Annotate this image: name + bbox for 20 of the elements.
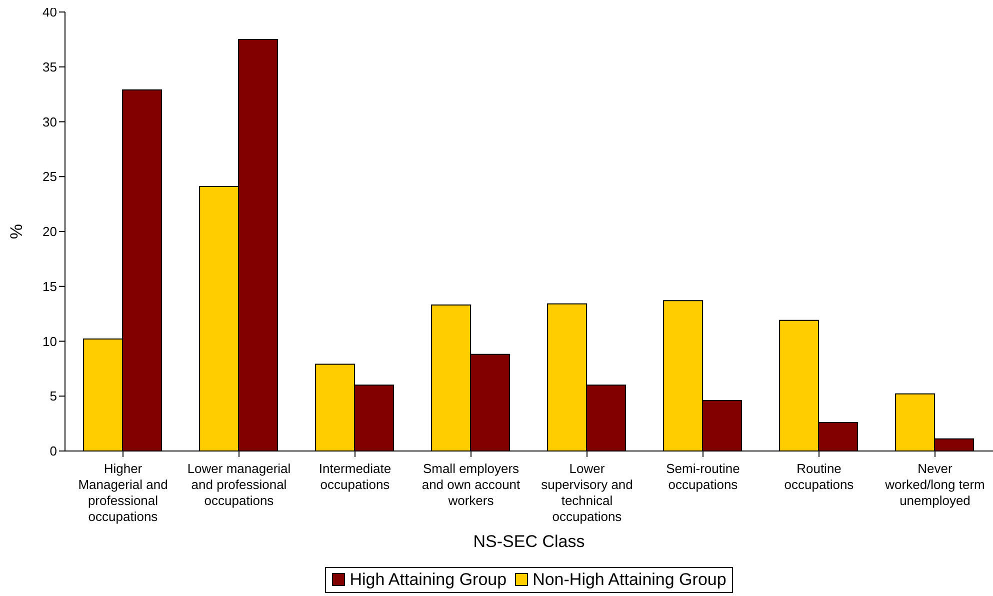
y-tick-label: 0: [50, 444, 57, 459]
x-tick-label: Small employers and own account workers: [422, 461, 521, 508]
y-tick-label: 15: [42, 278, 57, 294]
y-tick-label: 5: [50, 388, 57, 404]
x-tick-label: Higher Managerial and professional occupations: [78, 461, 168, 524]
x-axis-title: NS-SEC Class: [473, 532, 585, 551]
y-tick-label: 25: [42, 169, 57, 184]
y-tick-label: 20: [42, 224, 57, 240]
x-tick-label: Lower supervisory and technical occupations: [541, 461, 633, 524]
x-tick-label: Routine occupations: [784, 461, 854, 492]
x-tick-label: Lower managerial and professional occupations: [187, 461, 291, 508]
y-axis-title: %: [7, 224, 26, 240]
x-tick-label: Never worked/long term unemployed: [884, 461, 985, 508]
x-tick-label: Intermediate occupations: [318, 461, 392, 492]
y-tick-label: 30: [42, 114, 57, 130]
legend-label: High Attaining Group: [348, 570, 507, 590]
legend-label: Non-High Attaining Group: [532, 570, 726, 590]
x-tick-label: Semi-routine occupations: [666, 461, 740, 492]
y-tick-label: 10: [42, 334, 57, 349]
y-tick-label: 35: [42, 59, 57, 74]
